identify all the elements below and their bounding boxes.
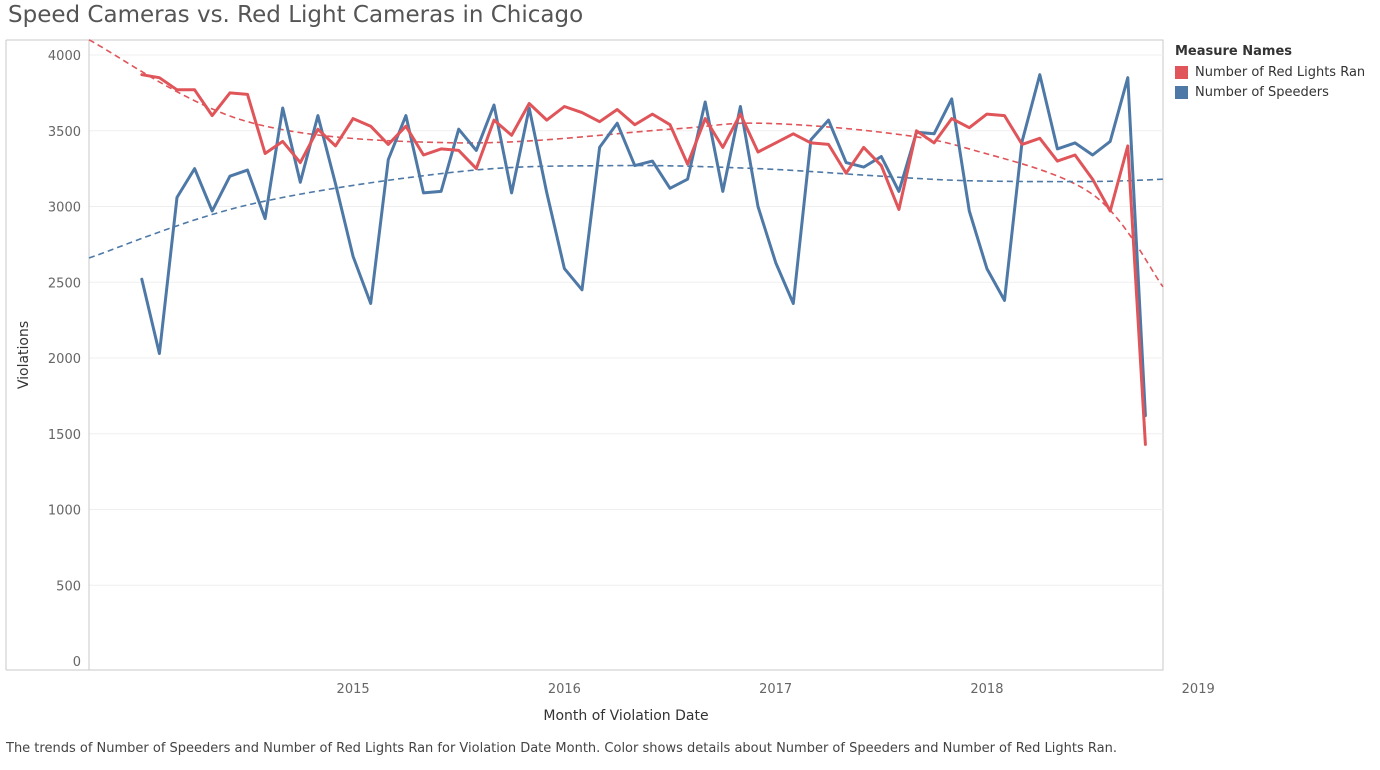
legend-item-speeders[interactable]: Number of Speeders	[1175, 82, 1365, 102]
x-tick-label: 2019	[1182, 682, 1215, 697]
trend-line-red-lights	[88, 39, 1164, 288]
x-tick-label: 2016	[548, 682, 581, 697]
legend-swatch-speeders	[1175, 85, 1188, 99]
series-lines[interactable]	[140, 73, 1147, 446]
chart-caption: The trends of Number of Speeders and Num…	[6, 741, 1117, 756]
x-tick-label: 2015	[337, 682, 370, 697]
legend-swatch-red-lights	[1175, 65, 1188, 79]
legend-item-red-lights[interactable]: Number of Red Lights Ran	[1175, 62, 1365, 82]
x-tick-label: 2018	[970, 682, 1003, 697]
chart-title: Speed Cameras vs. Red Light Cameras in C…	[8, 2, 584, 28]
gridlines	[89, 54, 1163, 586]
x-tick-label: 2017	[759, 682, 792, 697]
y-tick-label: 3500	[48, 125, 81, 140]
x-axis-title: Month of Violation Date	[543, 708, 708, 724]
y-tick-label: 1000	[48, 504, 81, 519]
y-tick-label: 500	[56, 579, 81, 594]
y-tick-label: 4000	[48, 49, 81, 64]
legend-label-speeders: Number of Speeders	[1195, 84, 1329, 100]
trend-lines	[88, 39, 1164, 288]
series-line-red-lights[interactable]	[140, 73, 1147, 446]
y-tick-label: 0	[73, 655, 81, 670]
trend-line-speeders	[88, 164, 1164, 259]
y-tick-label: 2500	[48, 276, 81, 291]
legend-title: Measure Names	[1175, 44, 1293, 59]
y-axis-ticks: 0 500 1000 1500 2000 2500 3000 3500 4000	[48, 49, 81, 670]
y-tick-label: 1500	[48, 428, 81, 443]
legend: Measure Names Number of Red Lights Ran N…	[1175, 44, 1365, 102]
y-tick-label: 3000	[48, 201, 81, 216]
x-axis-ticks: 2015 2016 2017 2018 2019	[337, 682, 1215, 697]
y-axis-title: Violations	[16, 321, 32, 389]
legend-label-red-lights: Number of Red Lights Ran	[1195, 64, 1366, 80]
plot-area	[88, 39, 1164, 671]
y-tick-label: 2000	[48, 352, 81, 367]
